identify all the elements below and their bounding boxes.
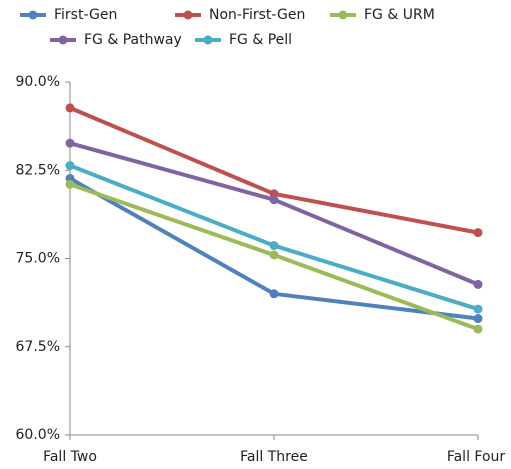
data-point	[65, 103, 75, 113]
data-point	[473, 279, 483, 289]
legend-label: FG & URM	[364, 7, 435, 23]
data-point	[269, 289, 279, 299]
legend-marker	[183, 10, 193, 20]
x-tick-label: Fall Two	[43, 449, 97, 465]
data-point	[65, 161, 75, 171]
x-tick-label: Fall Four	[447, 449, 506, 465]
legend-label: FG & Pathway	[84, 32, 182, 48]
series-line	[69, 163, 479, 312]
y-tick-label: 90.0%	[16, 74, 60, 90]
y-tick-label: 60.0%	[16, 427, 60, 443]
legend-marker	[338, 10, 348, 20]
x-tick-label: Fall Three	[240, 449, 308, 465]
y-tick-label: 75.0%	[16, 251, 60, 267]
legend-marker	[28, 10, 38, 20]
data-point	[473, 324, 483, 334]
data-point	[269, 250, 279, 260]
data-point	[65, 179, 75, 189]
data-point	[269, 195, 279, 205]
legend-marker	[58, 35, 68, 45]
legend-marker	[203, 35, 213, 45]
data-point	[473, 304, 483, 314]
legend-label: First-Gen	[54, 7, 117, 23]
y-tick-label: 82.5%	[16, 162, 60, 178]
data-point	[269, 241, 279, 251]
legend-label: FG & Pell	[229, 32, 292, 48]
legend-label: Non-First-Gen	[209, 7, 305, 23]
data-point	[473, 228, 483, 238]
y-tick-label: 67.5%	[16, 339, 60, 355]
data-point	[65, 138, 75, 148]
data-point	[473, 314, 483, 324]
